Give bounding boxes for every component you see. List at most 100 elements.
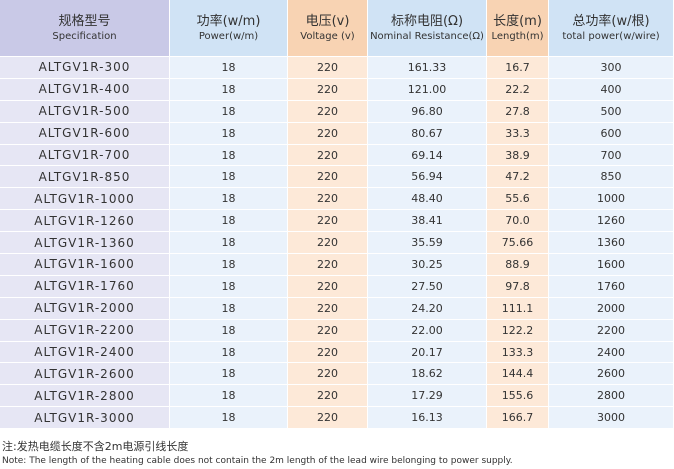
- table-cell: 144.4: [487, 363, 549, 386]
- table-cell: 88.9: [487, 254, 549, 276]
- table-row: ALTGV1R-500 18 220 96.80 27.8 500: [0, 100, 674, 123]
- table-cell: 220: [288, 407, 368, 430]
- table-cell: 220: [288, 57, 368, 79]
- table-cell: 18: [170, 385, 288, 408]
- table-cell: 18: [170, 297, 288, 320]
- table-cell: 80.67: [368, 122, 487, 145]
- table-cell: 18: [170, 57, 288, 79]
- table-row: ALTGV1R-1760 18 220 27.50 97.8 1760: [0, 275, 674, 298]
- table-cell: 48.40: [368, 188, 487, 211]
- header-row: 规格型号 Specification 功率(w/m) Power(w/m) 电压(v) V…: [0, 0, 674, 57]
- table-cell: ALTGV1R-400: [0, 78, 170, 101]
- table-cell: 27.50: [368, 275, 487, 298]
- header-zh: 功率(w/m): [196, 13, 261, 29]
- table-row: ALTGV1R-400 18 220 121.00 22.2 400: [0, 78, 674, 101]
- table-row: ALTGV1R-700 18 220 69.14 38.9 700: [0, 144, 674, 167]
- table-cell: ALTGV1R-850: [0, 166, 170, 189]
- table-cell: 220: [288, 210, 368, 233]
- table-cell: 155.6: [487, 385, 549, 408]
- table-cell: 1000: [549, 188, 674, 211]
- table-cell: 18: [170, 210, 288, 233]
- table-cell: 2600: [549, 363, 674, 386]
- table-cell: ALTGV1R-2000: [0, 297, 170, 320]
- table-cell: 55.6: [487, 188, 549, 211]
- table-cell: 18.62: [368, 363, 487, 386]
- table-row: ALTGV1R-1360 18 220 35.59 75.66 1360: [0, 232, 674, 255]
- table-cell: 700: [549, 144, 674, 167]
- table-cell: 20.17: [368, 341, 487, 364]
- table-cell: 220: [288, 100, 368, 123]
- header-cell: 标称电阻(Ω) Nominal Resistance(Ω): [368, 0, 487, 57]
- table-cell: 220: [288, 144, 368, 167]
- table-cell: 38.9: [487, 144, 549, 167]
- header-zh: 总功率(w/根): [572, 13, 650, 29]
- table-cell: 16.7: [487, 57, 549, 79]
- table-cell: 500: [549, 100, 674, 123]
- table-cell: 75.66: [487, 232, 549, 255]
- table-cell: 30.25: [368, 254, 487, 276]
- table-row: ALTGV1R-1260 18 220 38.41 70.0 1260: [0, 210, 674, 233]
- note-zh: 注:发热电缆长度不含2m电源引线长度: [2, 440, 189, 453]
- table-cell: ALTGV1R-300: [0, 57, 170, 79]
- table-cell: 220: [288, 297, 368, 320]
- table-cell: 1360: [549, 232, 674, 255]
- table-cell: 300: [549, 57, 674, 79]
- table-cell: 1600: [549, 254, 674, 276]
- table-row: ALTGV1R-2200 18 220 22.00 122.2 2200: [0, 319, 674, 342]
- table-cell: 18: [170, 100, 288, 123]
- table-row: ALTGV1R-3000 18 220 16.13 166.7 3000: [0, 407, 674, 430]
- table-cell: 18: [170, 188, 288, 211]
- table-cell: 18: [170, 122, 288, 145]
- table-cell: ALTGV1R-3000: [0, 407, 170, 430]
- table-cell: 56.94: [368, 166, 487, 189]
- table-cell: 24.20: [368, 297, 487, 320]
- table-cell: 850: [549, 166, 674, 189]
- table-cell: ALTGV1R-700: [0, 144, 170, 167]
- note-en: Note: The length of the heating cable do…: [2, 456, 513, 466]
- table-cell: ALTGV1R-1360: [0, 232, 170, 255]
- table-cell: 2000: [549, 297, 674, 320]
- table-cell: 121.00: [368, 78, 487, 101]
- table-cell: 220: [288, 319, 368, 342]
- header-cell: 长度(m) Length(m): [487, 0, 549, 57]
- table-cell: ALTGV1R-1600: [0, 254, 170, 276]
- table-row: ALTGV1R-2600 18 220 18.62 144.4 2600: [0, 363, 674, 386]
- table-cell: ALTGV1R-2800: [0, 385, 170, 408]
- table-row: ALTGV1R-1600 18 220 30.25 88.9 1600: [0, 254, 674, 276]
- header-en: Voltage (v): [300, 30, 355, 42]
- table-row: ALTGV1R-1000 18 220 48.40 55.6 1000: [0, 188, 674, 211]
- table-cell: 220: [288, 275, 368, 298]
- table-cell: 18: [170, 341, 288, 364]
- table-cell: 2200: [549, 319, 674, 342]
- table-cell: 70.0: [487, 210, 549, 233]
- table-cell: 122.2: [487, 319, 549, 342]
- table-cell: 18: [170, 254, 288, 276]
- header-en: Length(m): [491, 30, 544, 42]
- table-cell: 161.33: [368, 57, 487, 79]
- spec-table: 规格型号 Specification 功率(w/m) Power(w/m) 电压(v) V…: [0, 0, 674, 430]
- table-cell: 22.2: [487, 78, 549, 101]
- table-cell: 16.13: [368, 407, 487, 430]
- table-cell: 220: [288, 341, 368, 364]
- table-cell: 2400: [549, 341, 674, 364]
- table-cell: 2800: [549, 385, 674, 408]
- table-cell: ALTGV1R-2200: [0, 319, 170, 342]
- notes: 注:发热电缆长度不含2m电源引线长度 Note: The length of t…: [2, 440, 672, 468]
- table-cell: 18: [170, 78, 288, 101]
- table-cell: 220: [288, 166, 368, 189]
- table-cell: 133.3: [487, 341, 549, 364]
- table-cell: 96.80: [368, 100, 487, 123]
- header-cell: 规格型号 Specification: [0, 0, 170, 57]
- table-cell: 1260: [549, 210, 674, 233]
- table-cell: 166.7: [487, 407, 549, 430]
- table-cell: 220: [288, 232, 368, 255]
- table-cell: 38.41: [368, 210, 487, 233]
- table-cell: 35.59: [368, 232, 487, 255]
- table-cell: 18: [170, 275, 288, 298]
- table-cell: 69.14: [368, 144, 487, 167]
- header-zh: 标称电阻(Ω): [390, 13, 464, 29]
- table-row: ALTGV1R-600 18 220 80.67 33.3 600: [0, 122, 674, 145]
- header-en: Nominal Resistance(Ω): [370, 30, 484, 42]
- table-cell: ALTGV1R-500: [0, 100, 170, 123]
- table-cell: 22.00: [368, 319, 487, 342]
